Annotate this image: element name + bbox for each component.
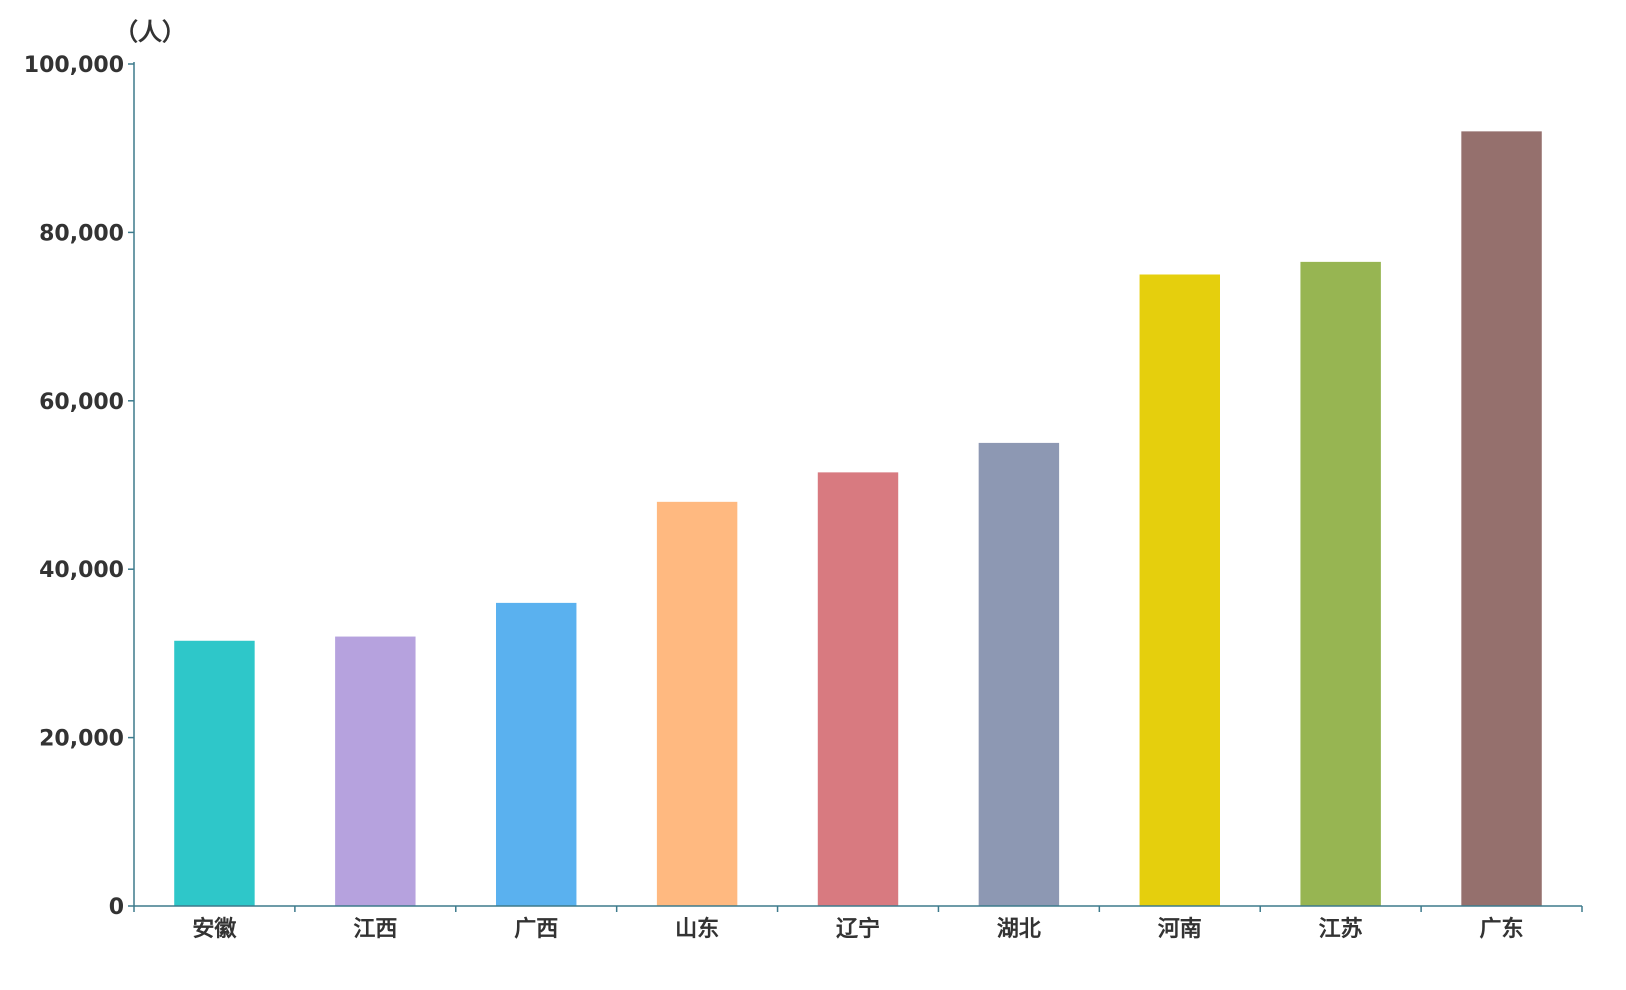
bar-8	[1300, 261, 1381, 906]
x-tick-label: 湖北	[997, 917, 1041, 942]
bar-4	[656, 501, 738, 906]
y-tick-label: 60,000	[39, 390, 124, 415]
bar-2	[335, 636, 416, 906]
x-tick-label: 广西	[514, 916, 558, 942]
bar-7	[1139, 274, 1220, 906]
x-tick-label: 辽宁	[836, 916, 880, 942]
x-tick-label: 广东	[1480, 916, 1524, 942]
y-axis-unit-label: （人）	[114, 18, 186, 46]
bar-3	[496, 602, 577, 906]
bar-5	[817, 472, 899, 906]
y-tick-label: 100,000	[24, 53, 124, 78]
y-tick-label: 40,000	[39, 558, 124, 583]
bar-9	[1461, 131, 1542, 907]
x-tick-label: 河南	[1158, 917, 1202, 942]
bar-1	[174, 640, 255, 906]
y-tick-label: 20,000	[39, 727, 124, 752]
x-tick-label: 江西	[353, 917, 397, 942]
x-axis: 安徽 江西 广西 山东 辽宁 湖北 河南 江苏 广东	[133, 905, 1583, 942]
x-tick-label: 江苏	[1319, 916, 1363, 942]
x-tick-label: 山东	[675, 916, 719, 942]
y-tick-label: 80,000	[39, 221, 124, 246]
y-tick-label: 0	[109, 895, 124, 920]
y-axis: 0 20,000 40,000 60,000 80,000 100,000	[24, 53, 135, 920]
bar-6	[978, 442, 1060, 906]
bars-group	[174, 131, 1542, 907]
x-tick-label: 安徽	[192, 916, 237, 942]
